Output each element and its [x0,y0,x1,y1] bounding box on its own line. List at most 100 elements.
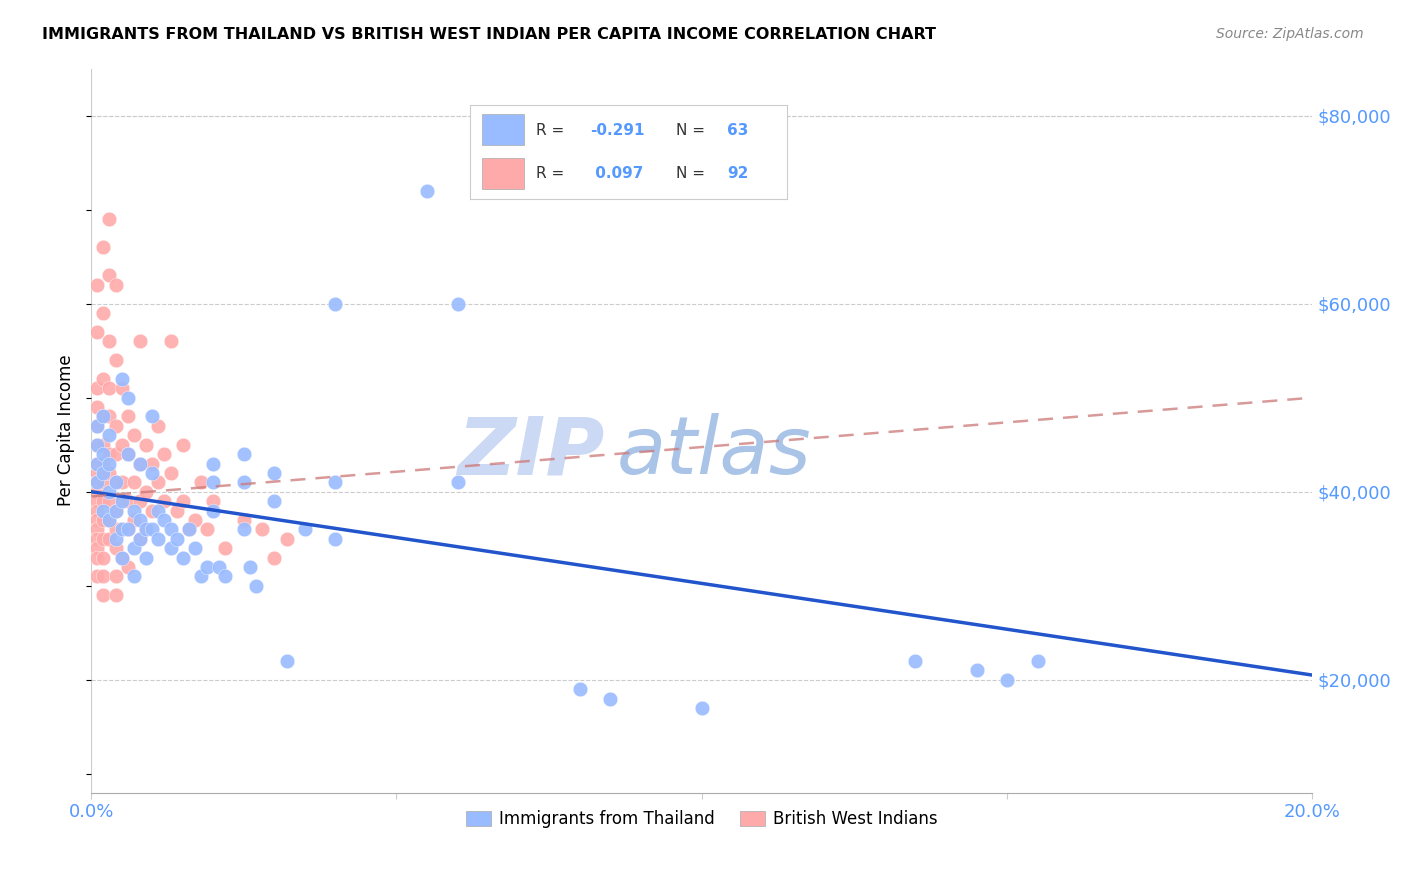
Point [214,541,236,556]
Point [111,522,134,536]
Point [166,503,188,517]
Point [122,503,145,517]
Point [177,522,200,536]
Point [117,409,139,424]
Point [104,277,127,292]
Point [111,475,134,490]
Point [104,522,127,536]
Point [232,475,254,490]
Point [93,409,115,424]
Point [135,522,157,536]
Point [202,457,225,471]
Point [190,475,212,490]
Point [232,522,254,536]
Point [122,428,145,442]
Point [153,494,176,508]
Point [166,532,188,546]
Point [104,588,127,602]
Point [93,503,115,517]
Point [232,447,254,461]
Point [325,532,347,546]
Point [104,541,127,556]
Point [86,484,108,499]
Point [202,503,225,517]
Point [446,475,468,490]
Point [129,457,152,471]
Point [148,532,170,546]
Point [86,277,108,292]
Point [111,372,134,386]
Point [98,447,121,461]
Point [325,296,347,310]
Point [86,522,108,536]
Text: ZIP: ZIP [457,413,605,491]
Point [184,513,207,527]
Point [93,306,115,320]
Point [141,522,163,536]
Point [122,569,145,583]
Point [86,418,108,433]
Point [117,560,139,574]
Point [111,494,134,508]
Point [141,503,163,517]
Point [86,457,108,471]
Point [93,494,115,508]
Point [904,654,927,668]
Point [148,503,170,517]
Point [141,457,163,471]
Point [135,522,157,536]
Point [416,184,439,198]
Point [104,532,127,546]
Point [86,550,108,565]
Point [117,447,139,461]
Point [98,212,121,227]
Point [104,503,127,517]
Point [86,381,108,395]
Point [93,466,115,480]
Point [93,513,115,527]
Point [86,494,108,508]
Point [184,541,207,556]
Point [250,522,273,536]
Point [93,532,115,546]
Point [93,588,115,602]
Point [117,447,139,461]
Point [263,550,285,565]
Point [93,409,115,424]
Point [93,372,115,386]
Point [966,664,988,678]
Point [276,654,298,668]
Point [93,240,115,254]
Point [98,409,121,424]
Point [98,268,121,283]
Point [111,494,134,508]
Text: Source: ZipAtlas.com: Source: ZipAtlas.com [1216,27,1364,41]
Point [104,418,127,433]
Point [214,569,236,583]
Point [135,484,157,499]
Point [86,475,108,490]
Point [195,522,218,536]
Point [239,560,262,574]
Point [245,579,267,593]
Point [86,569,108,583]
Point [172,550,194,565]
Point [98,494,121,508]
Point [122,513,145,527]
Point [93,475,115,490]
Point [159,541,181,556]
Point [129,457,152,471]
Point [135,550,157,565]
Point [141,409,163,424]
Point [294,522,316,536]
Point [98,428,121,442]
Point [172,494,194,508]
Point [141,466,163,480]
Point [86,475,108,490]
Point [202,494,225,508]
Point [98,466,121,480]
Point [98,381,121,395]
Point [93,457,115,471]
Point [129,494,152,508]
Point [111,438,134,452]
